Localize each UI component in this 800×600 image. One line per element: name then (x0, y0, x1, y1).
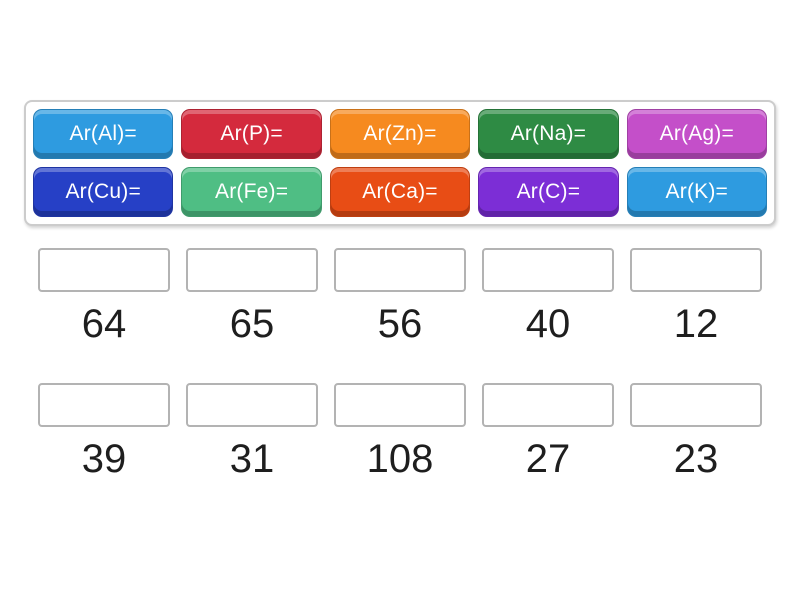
answer-cell: 31 (178, 383, 326, 479)
answer-slot-23[interactable] (630, 383, 762, 427)
answer-value: 12 (673, 302, 719, 346)
answer-slot-40[interactable] (482, 248, 614, 292)
tile-ar-cu[interactable]: Ar(Cu)= (33, 167, 174, 217)
tile-ar-fe[interactable]: Ar(Fe)= (181, 167, 322, 217)
answer-slot-27[interactable] (482, 383, 614, 427)
answer-cell: 56 (326, 248, 474, 344)
answer-cell: 39 (30, 383, 178, 479)
answer-row-1: 64 65 56 40 12 (30, 248, 770, 344)
answer-value: 64 (81, 302, 127, 346)
answer-cell: 108 (326, 383, 474, 479)
tile-ar-al[interactable]: Ar(Al)= (33, 109, 174, 159)
answer-row-2: 39 31 108 27 23 (30, 383, 770, 479)
answer-cell: 64 (30, 248, 178, 344)
tiles-panel: Ar(Al)= Ar(P)= Ar(Zn)= Ar(Na)= Ar(Ag)= A… (24, 100, 776, 226)
answer-slot-56[interactable] (334, 248, 466, 292)
answer-slot-31[interactable] (186, 383, 318, 427)
answer-slot-39[interactable] (38, 383, 170, 427)
answer-value: 56 (377, 302, 423, 346)
tile-ar-na[interactable]: Ar(Na)= (478, 109, 619, 159)
answer-value: 23 (673, 437, 719, 481)
answer-slot-12[interactable] (630, 248, 762, 292)
tile-ar-zn[interactable]: Ar(Zn)= (329, 109, 471, 159)
answer-value: 65 (229, 302, 275, 346)
answer-value: 27 (525, 437, 571, 481)
tile-ar-ag[interactable]: Ar(Ag)= (626, 109, 767, 159)
answer-slot-108[interactable] (334, 383, 466, 427)
answer-cell: 12 (622, 248, 770, 344)
answer-slot-64[interactable] (38, 248, 170, 292)
tile-ar-k[interactable]: Ar(K)= (626, 167, 767, 217)
answer-value: 40 (525, 302, 571, 346)
answer-cell: 27 (474, 383, 622, 479)
tile-ar-c[interactable]: Ar(C)= (478, 167, 619, 217)
tile-ar-ca[interactable]: Ar(Ca)= (329, 167, 471, 217)
answer-value: 39 (81, 437, 127, 481)
answer-slot-65[interactable] (186, 248, 318, 292)
answer-cell: 65 (178, 248, 326, 344)
answer-value: 108 (366, 437, 434, 481)
answer-cell: 23 (622, 383, 770, 479)
answer-value: 31 (229, 437, 275, 481)
answer-cell: 40 (474, 248, 622, 344)
tile-ar-p[interactable]: Ar(P)= (181, 109, 322, 159)
